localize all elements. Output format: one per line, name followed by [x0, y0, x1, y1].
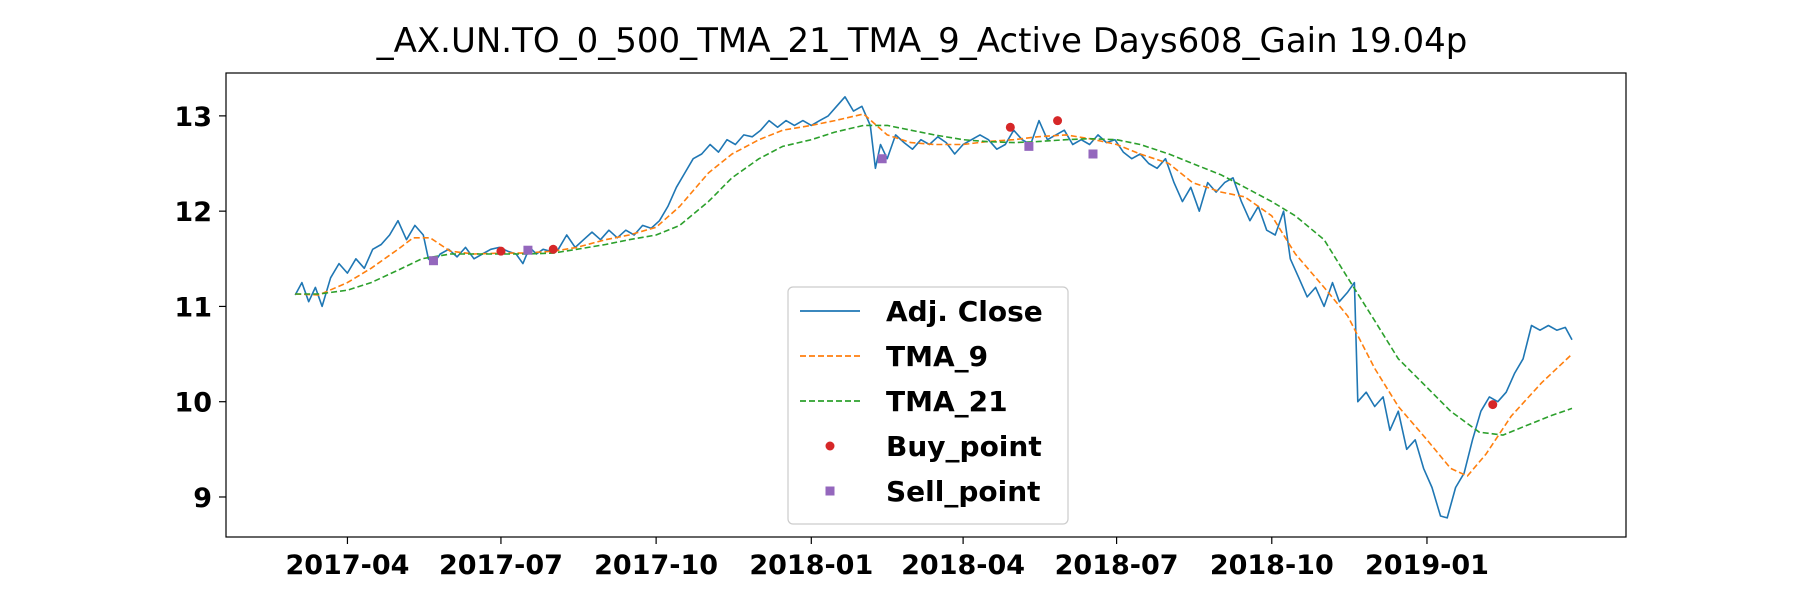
x-tick-label: 2018-10 — [1210, 550, 1334, 581]
buy-point-marker — [496, 246, 506, 256]
legend-swatch — [825, 486, 835, 496]
plot-area — [294, 96, 1573, 519]
legend-item-buy-point: Buy_point — [825, 430, 1042, 463]
legend-item-tma-9: TMA_9 — [800, 340, 988, 373]
legend-item-adj-close: Adj. Close — [800, 295, 1043, 328]
legend-label: TMA_9 — [886, 340, 988, 373]
x-tick-label: 2018-07 — [1055, 550, 1179, 581]
buy-point-marker — [1005, 122, 1015, 132]
y-tick-label: 9 — [193, 483, 212, 514]
legend-label: Sell_point — [886, 475, 1041, 508]
y-tick-label: 13 — [174, 102, 212, 133]
legend-label: Adj. Close — [886, 295, 1043, 328]
y-tick-label: 10 — [174, 388, 212, 419]
sell-point-marker — [877, 154, 887, 164]
sell-point-marker — [1088, 149, 1098, 159]
legend-item-sell-point: Sell_point — [825, 475, 1041, 508]
buy-point-marker — [1053, 116, 1063, 126]
y-axis: 9 10 11 12 13 — [174, 102, 226, 514]
x-axis: 2017-04 2017-07 2017-10 2018-01 2018-04 2018-… — [285, 537, 1489, 581]
sell-point-marker — [523, 245, 533, 255]
chart-title: _AX.UN.TO_0_500_TMA_21_TMA_9_Active Days… — [376, 21, 1468, 61]
legend-box — [787, 286, 1069, 525]
legend-item-tma-21: TMA_21 — [800, 385, 1008, 418]
x-tick-label: 2017-07 — [439, 550, 563, 581]
legend-label: Buy_point — [886, 430, 1042, 463]
y-tick-label: 11 — [174, 292, 212, 323]
series-line-tma-21 — [295, 124, 1573, 436]
sell-point-marker — [1024, 141, 1034, 151]
sell-point-marker — [428, 256, 438, 266]
x-tick-label: 2018-01 — [749, 550, 873, 581]
x-tick-label: 2018-04 — [901, 550, 1025, 581]
legend: Adj. Close TMA_9 TMA_21 Buy_point Sell_point — [787, 286, 1069, 525]
x-tick-label: 2017-04 — [285, 550, 409, 581]
plot-frame — [225, 72, 1627, 538]
legend-swatch — [825, 441, 835, 451]
legend-label: TMA_21 — [886, 385, 1008, 418]
y-tick-label: 12 — [174, 197, 212, 228]
x-tick-label: 2019-01 — [1365, 550, 1489, 581]
buy-point-marker — [1488, 400, 1498, 410]
x-tick-label: 2017-10 — [594, 550, 718, 581]
buy-point-marker — [548, 244, 558, 254]
